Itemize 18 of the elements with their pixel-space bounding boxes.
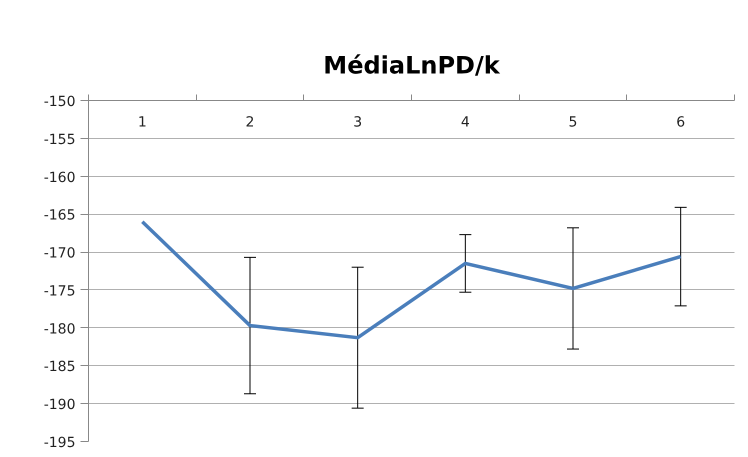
x-tick-label: 5 xyxy=(568,114,578,130)
y-tick-label: -190 xyxy=(44,397,76,414)
y-tick-label: -165 xyxy=(44,208,76,224)
line-series xyxy=(140,220,682,340)
x-tick-label: 4 xyxy=(460,114,470,130)
y-tick-label: -185 xyxy=(44,359,76,376)
x-tick-label: 3 xyxy=(353,114,362,130)
y-tick-label: -180 xyxy=(44,321,76,338)
x-tick-label: 2 xyxy=(246,114,254,130)
x-tick-label: 1 xyxy=(138,114,147,130)
y-tick-label: -175 xyxy=(44,283,76,300)
y-tick-label: -155 xyxy=(44,132,76,148)
y-tick-label: -170 xyxy=(44,246,76,262)
x-tick-label: 6 xyxy=(676,114,686,130)
y-tick-label: -160 xyxy=(44,170,76,186)
y-tick-label: -150 xyxy=(44,94,76,110)
chart-title: MédiaLnPD/k xyxy=(323,52,501,80)
y-tick-label: -195 xyxy=(44,435,76,451)
